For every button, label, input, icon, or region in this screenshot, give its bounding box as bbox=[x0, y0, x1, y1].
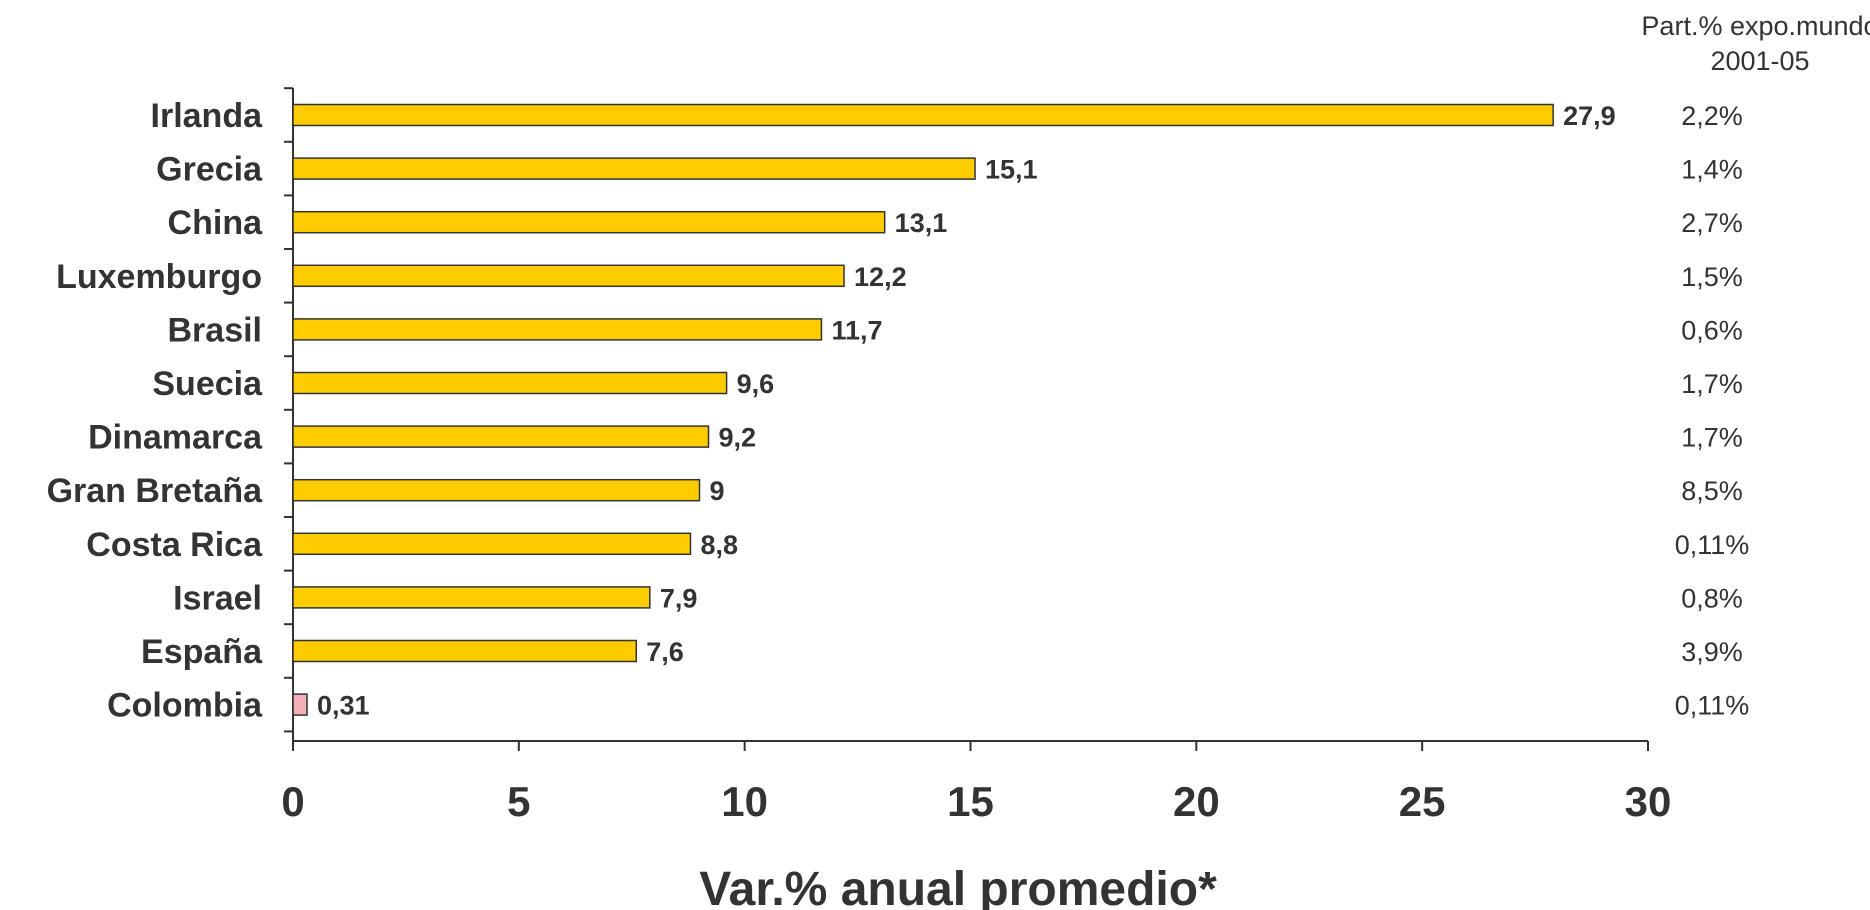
category-label: Brasil bbox=[168, 311, 263, 349]
bar bbox=[292, 264, 845, 288]
share-value: 0,11% bbox=[1675, 530, 1750, 560]
share-header-line2: 2001-05 bbox=[1710, 46, 1809, 76]
category-label: China bbox=[168, 204, 264, 242]
data-label: 7,9 bbox=[660, 583, 698, 613]
category-label: Gran Bretaña bbox=[47, 472, 263, 510]
category-label: Irlanda bbox=[151, 97, 264, 135]
data-label: 15,1 bbox=[985, 155, 1038, 185]
bar bbox=[292, 639, 638, 663]
bar bbox=[292, 318, 823, 341]
x-tick-label: 20 bbox=[1173, 778, 1220, 825]
x-tick-label: 5 bbox=[507, 778, 530, 825]
x-tick-label: 10 bbox=[721, 778, 768, 825]
bar bbox=[292, 425, 710, 448]
chart-bars bbox=[292, 103, 1554, 716]
share-value: 2,7% bbox=[1681, 208, 1743, 238]
share-header-line1: Part.% expo.mundo bbox=[1641, 11, 1870, 41]
data-label: 8,8 bbox=[700, 530, 738, 560]
bar bbox=[292, 586, 651, 609]
x-tick-labels: 0 5 10 15 20 25 30 bbox=[281, 778, 1671, 825]
x-tick-label: 25 bbox=[1399, 778, 1446, 825]
share-value: 0,6% bbox=[1681, 315, 1743, 345]
category-label: Colombia bbox=[107, 687, 263, 725]
x-axis-title: Var.% anual promedio* bbox=[699, 863, 1217, 910]
data-label: 11,7 bbox=[831, 315, 882, 345]
data-label: 7,6 bbox=[646, 637, 684, 667]
x-tick-label: 30 bbox=[1625, 778, 1672, 825]
category-label: Grecia bbox=[156, 151, 263, 189]
share-value: 1,7% bbox=[1681, 369, 1743, 399]
share-value: 1,7% bbox=[1681, 423, 1743, 453]
category-label: Dinamarca bbox=[88, 419, 263, 457]
share-value: 2,2% bbox=[1681, 101, 1743, 131]
data-labels: 27,9 15,1 13,1 12,2 11,7 9,6 9,2 9 8,87,9 7,6 0,31 bbox=[317, 101, 1616, 721]
category-label: España bbox=[141, 633, 263, 671]
category-label: Israel bbox=[173, 579, 262, 617]
bar bbox=[292, 157, 976, 180]
share-value: 8,5% bbox=[1681, 476, 1743, 506]
data-label: 9 bbox=[710, 476, 725, 506]
share-value: 0,11% bbox=[1675, 691, 1750, 721]
data-label: 27,9 bbox=[1563, 101, 1616, 131]
chart-axes bbox=[284, 87, 1649, 751]
data-label: 9,2 bbox=[719, 423, 757, 453]
bar bbox=[292, 693, 308, 716]
data-label: 13,1 bbox=[895, 208, 948, 238]
share-value: 0,8% bbox=[1681, 583, 1743, 613]
bar bbox=[292, 478, 701, 502]
share-column: Part.% expo.mundo 2001-05 2,2% 1,4% 2,7% 1,… bbox=[1641, 11, 1870, 721]
data-label: 0,31 bbox=[317, 691, 370, 721]
data-label: 9,6 bbox=[737, 369, 775, 399]
x-tick-label: 15 bbox=[947, 778, 994, 825]
share-value: 1,4% bbox=[1681, 155, 1743, 185]
bar bbox=[292, 103, 1554, 127]
share-value: 3,9% bbox=[1681, 637, 1743, 667]
bar bbox=[292, 210, 886, 234]
bar bbox=[292, 532, 692, 556]
data-label: 12,2 bbox=[854, 262, 907, 292]
category-label: Luxemburgo bbox=[56, 258, 262, 296]
x-tick-label: 0 bbox=[281, 778, 304, 825]
bar bbox=[292, 371, 728, 395]
category-labels: Irlanda Grecia China Luxemburgo Brasil Suecia… bbox=[47, 97, 263, 725]
category-label: Costa Rica bbox=[86, 526, 263, 564]
category-label: Suecia bbox=[152, 365, 263, 403]
share-value: 1,5% bbox=[1681, 262, 1743, 292]
